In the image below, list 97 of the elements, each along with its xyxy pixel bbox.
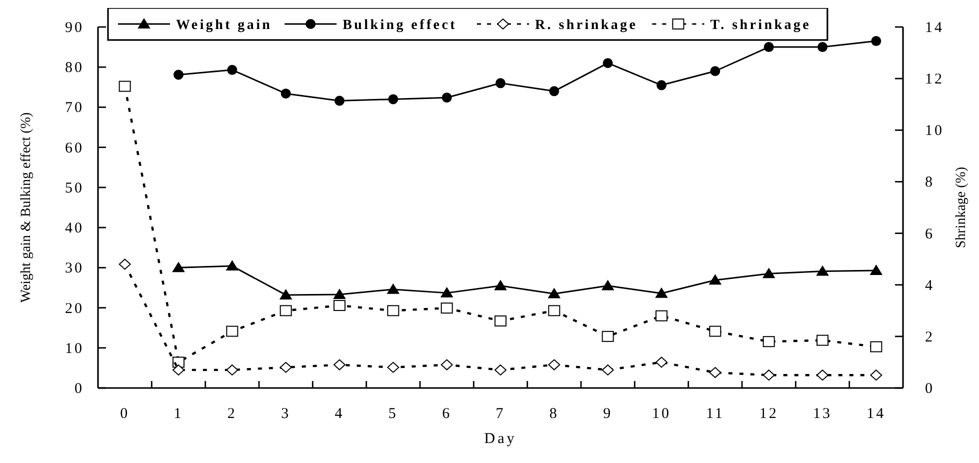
point xyxy=(709,326,722,337)
x-tick-label: 10 xyxy=(652,406,671,422)
point xyxy=(548,305,560,316)
x-tick-label: 1 xyxy=(174,406,184,422)
point xyxy=(226,260,238,271)
point xyxy=(816,370,828,381)
x-tick-label: 0 xyxy=(120,406,130,422)
y-axis-title: Weight gain & Bulking effect (%) xyxy=(19,112,34,303)
point xyxy=(334,96,344,106)
x-tick-label: 8 xyxy=(549,406,559,422)
point xyxy=(602,330,614,342)
point xyxy=(709,274,722,285)
x-tick-label: 3 xyxy=(281,406,291,422)
point xyxy=(440,287,453,298)
point xyxy=(280,88,291,99)
x-tick-label: 13 xyxy=(813,406,832,422)
y2-tick-label: 6 xyxy=(925,226,934,242)
point xyxy=(656,80,666,90)
y-tick-label: 60 xyxy=(65,140,84,156)
point xyxy=(710,66,720,76)
x-tick-label: 5 xyxy=(388,406,398,422)
point xyxy=(387,284,400,294)
point xyxy=(870,264,882,275)
point xyxy=(549,86,560,96)
y-tick-label: 90 xyxy=(65,20,84,36)
x-axis-title: Day xyxy=(484,431,517,447)
y-tick-label: 0 xyxy=(74,381,84,397)
x-tick-label: 2 xyxy=(227,406,237,422)
point xyxy=(334,289,346,300)
point xyxy=(762,370,775,381)
y-tick-label: 80 xyxy=(65,60,84,76)
point xyxy=(656,356,668,368)
point xyxy=(548,359,560,370)
point xyxy=(602,364,614,376)
point xyxy=(387,305,400,316)
y2-axis-title: Shrinkage (%) xyxy=(954,166,969,248)
point xyxy=(494,280,506,290)
y2-tick-label: 8 xyxy=(925,174,934,191)
point xyxy=(494,364,506,376)
point xyxy=(656,288,668,298)
y2-tick-label: 0 xyxy=(925,381,934,397)
point xyxy=(172,262,184,272)
point xyxy=(334,300,346,311)
point xyxy=(174,70,184,80)
point xyxy=(762,336,775,348)
y-tick-label: 40 xyxy=(65,220,84,237)
legend-label: T. shrinkage xyxy=(710,18,812,33)
point xyxy=(762,268,775,278)
point xyxy=(548,288,560,298)
point xyxy=(226,364,238,376)
y-tick-label: 50 xyxy=(65,180,84,196)
x-tick-label: 7 xyxy=(496,406,506,422)
point xyxy=(602,280,614,290)
point xyxy=(226,326,238,337)
point xyxy=(709,367,722,378)
point xyxy=(494,315,506,326)
point xyxy=(656,310,668,322)
point xyxy=(280,305,292,316)
point xyxy=(816,334,828,346)
legend-label: Bulking effect xyxy=(342,18,458,33)
x-tick-label: 9 xyxy=(603,406,613,422)
point xyxy=(387,362,400,373)
y-tick-label: 70 xyxy=(65,100,84,116)
y2-tick-label: 14 xyxy=(925,20,944,36)
point xyxy=(440,302,453,314)
y-tick-label: 20 xyxy=(65,300,84,317)
y2-tick-label: 4 xyxy=(925,278,934,294)
point xyxy=(496,78,506,88)
point xyxy=(442,92,452,103)
legend-label: R. shrinkage xyxy=(535,18,638,33)
x-tick-label: 12 xyxy=(759,406,778,422)
x-tick-label: 4 xyxy=(334,406,344,422)
point xyxy=(334,359,346,370)
y-tick-label: 10 xyxy=(65,340,84,357)
point xyxy=(764,42,774,52)
point xyxy=(118,258,131,270)
point xyxy=(227,64,238,75)
point xyxy=(870,370,882,381)
point xyxy=(280,362,292,373)
point xyxy=(870,341,882,352)
y2-tick-label: 10 xyxy=(925,123,944,140)
point xyxy=(280,289,292,300)
point xyxy=(816,266,828,276)
point xyxy=(172,364,184,376)
point xyxy=(118,80,131,92)
x-tick-label: 11 xyxy=(706,406,724,422)
point xyxy=(871,36,882,46)
x-tick-label: 14 xyxy=(866,406,886,422)
point xyxy=(818,42,828,52)
point xyxy=(388,94,398,104)
y2-tick-label: 12 xyxy=(925,72,944,88)
y2-tick-label: 2 xyxy=(925,329,934,346)
x-tick-label: 6 xyxy=(442,406,452,422)
point xyxy=(602,58,613,68)
legend-label: Weight gain xyxy=(176,18,272,33)
point xyxy=(440,359,453,370)
y-tick-label: 30 xyxy=(65,260,84,277)
